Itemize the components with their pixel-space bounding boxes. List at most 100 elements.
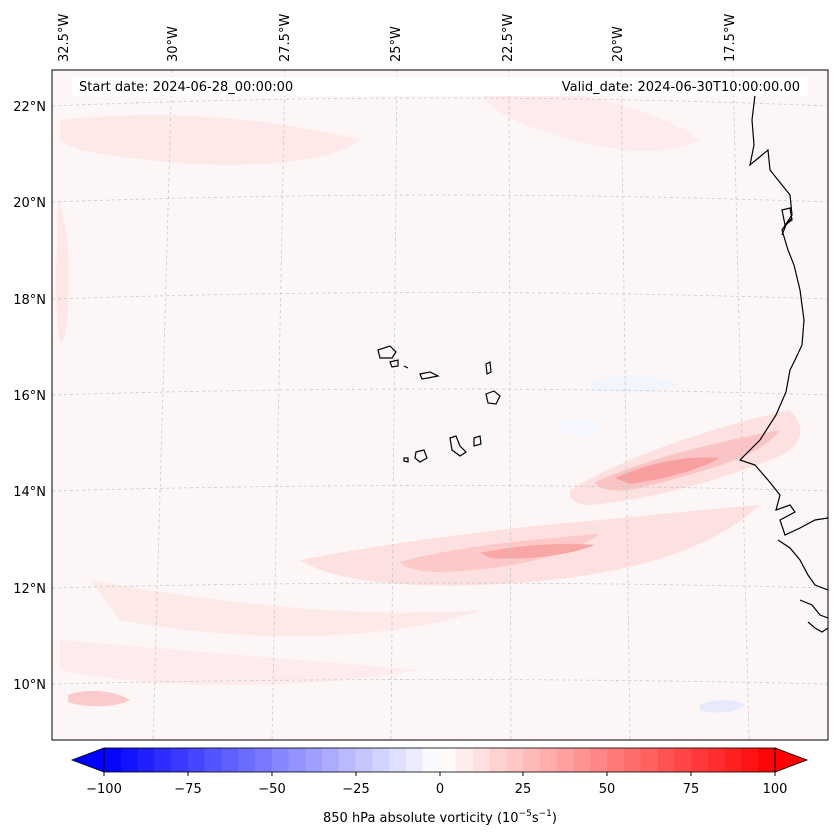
colorbar-segment bbox=[288, 748, 306, 772]
colorbar-segment bbox=[405, 748, 424, 772]
gridline-lat-16n bbox=[52, 388, 828, 396]
island-santo-antao bbox=[377, 345, 397, 359]
gridline-lon-22-5w bbox=[508, 70, 512, 740]
guinea-islets bbox=[807, 621, 828, 633]
colorbar-segment bbox=[355, 748, 374, 772]
lon-label-20w: 20°W bbox=[611, 26, 626, 62]
colorbar-segment bbox=[540, 748, 558, 772]
island-brava bbox=[403, 457, 409, 463]
lat-label-20n: 20°N bbox=[13, 196, 46, 211]
header-strip bbox=[72, 77, 808, 96]
vorticity-negative-gulf bbox=[560, 418, 605, 437]
valid-date-label: Valid_date: 2024-06-30T10:00:00.00 bbox=[562, 80, 800, 95]
coastlines bbox=[377, 94, 828, 633]
colorbar-segment bbox=[221, 748, 239, 772]
colorbar-segment bbox=[271, 748, 290, 772]
colorbar-segment bbox=[489, 748, 508, 772]
colorbar-segment bbox=[104, 748, 122, 772]
start-date-label: Start date: 2024-06-28_00:00:00 bbox=[79, 80, 293, 95]
vorticity-streak-12n-core bbox=[480, 543, 595, 559]
lat-label-10n: 10°N bbox=[13, 678, 46, 693]
latitude-labels: 22°N 20°N 18°N 16°N 14°N 12°N 10°N bbox=[13, 100, 46, 693]
colorbar-min-extend bbox=[70, 747, 105, 773]
colorbar-segment bbox=[204, 748, 223, 772]
gridline-lon-27-5w bbox=[271, 70, 286, 740]
colorbar-segment bbox=[187, 748, 206, 772]
gridline-lat-22n bbox=[52, 97, 828, 107]
vorticity-north-band bbox=[60, 115, 360, 165]
vorticity-south-band bbox=[60, 640, 420, 685]
colorbar-label: 850 hPa absolute vorticity (10−5s−1) bbox=[323, 809, 557, 826]
colorbar-segment bbox=[154, 748, 172, 772]
colorbar-tick-label: 75 bbox=[683, 782, 700, 797]
lat-label-14n: 14°N bbox=[13, 485, 46, 500]
colorbar: −100 −75 −50 −25 0 25 50 75 100 850 hPa … bbox=[70, 747, 809, 826]
west-africa-coastline bbox=[738, 94, 828, 536]
vorticity-southwest-spot bbox=[68, 690, 130, 707]
island-fogo bbox=[414, 449, 428, 463]
colorbar-segment bbox=[573, 748, 592, 772]
colorbar-segment bbox=[624, 748, 642, 772]
colorbar-ticks bbox=[103, 772, 776, 776]
colorbar-segment bbox=[322, 748, 340, 772]
map-frame bbox=[51, 69, 829, 741]
colorbar-segment bbox=[456, 748, 474, 772]
lon-label-25w: 25°W bbox=[389, 26, 404, 62]
gridline-lat-20n bbox=[52, 194, 828, 203]
island-boa-vista bbox=[485, 390, 501, 405]
island-sao-nicolau bbox=[419, 371, 440, 380]
gridline-lat-14n bbox=[52, 485, 828, 492]
colorbar-label-mid: s bbox=[532, 811, 539, 826]
vorticity-negative-east bbox=[590, 375, 680, 394]
colorbar-segment bbox=[724, 748, 743, 772]
island-santiago bbox=[449, 435, 467, 457]
vorticity-streak-14n-core bbox=[615, 457, 720, 484]
colorbar-segment bbox=[640, 748, 659, 772]
colorbar-segment bbox=[741, 748, 759, 772]
dakhla-peninsula bbox=[781, 207, 793, 227]
lon-label-30w: 30°W bbox=[166, 26, 181, 62]
colorbar-segment bbox=[607, 748, 625, 772]
vorticity-field bbox=[56, 85, 801, 713]
lat-label-16n: 16°N bbox=[13, 389, 46, 404]
colorbar-segment bbox=[305, 748, 323, 772]
colorbar-tick-label: 50 bbox=[599, 782, 616, 797]
colorbar-segments bbox=[104, 748, 776, 772]
gridline-lon-30w bbox=[152, 70, 173, 740]
colorbar-tick-label: −100 bbox=[86, 782, 122, 797]
longitude-labels: 32.5°W 30°W 27.5°W 25°W 22.5°W 20°W 17.5… bbox=[57, 14, 738, 62]
colorbar-segment bbox=[691, 748, 709, 772]
gridline-lon-25w bbox=[390, 70, 398, 740]
island-sal bbox=[485, 361, 492, 375]
colorbar-segment bbox=[506, 748, 524, 772]
gridline-lat-12n bbox=[52, 582, 828, 589]
colorbar-tick-label: 100 bbox=[763, 782, 788, 797]
colorbar-max-extend bbox=[774, 747, 809, 773]
lon-label-22-5w: 22.5°W bbox=[501, 14, 516, 62]
vorticity-north-patch bbox=[480, 85, 700, 151]
island-maio bbox=[473, 435, 482, 447]
colorbar-segment bbox=[372, 748, 390, 772]
vorticity-center-south-band bbox=[90, 580, 480, 637]
lat-label-12n: 12°N bbox=[13, 582, 46, 597]
colorbar-segment bbox=[120, 748, 139, 772]
colorbar-label-main: 850 hPa absolute vorticity (10 bbox=[323, 811, 519, 826]
colorbar-segment bbox=[338, 748, 357, 772]
island-sao-vicente bbox=[389, 359, 399, 368]
island-santa-luzia bbox=[403, 365, 409, 369]
colorbar-tick-label: −75 bbox=[174, 782, 201, 797]
colorbar-tick-label: −25 bbox=[342, 782, 369, 797]
colorbar-segment bbox=[707, 748, 726, 772]
vorticity-negative-southeast bbox=[700, 699, 745, 713]
lat-label-22n: 22°N bbox=[13, 100, 46, 115]
colorbar-segment bbox=[657, 748, 675, 772]
bijagos-coast bbox=[777, 539, 828, 591]
colorbar-segment bbox=[758, 748, 776, 772]
colorbar-segment bbox=[238, 748, 256, 772]
map-background bbox=[52, 70, 828, 740]
colorbar-segment bbox=[556, 748, 575, 772]
colorbar-label-end: ) bbox=[552, 811, 557, 826]
colorbar-segment bbox=[254, 748, 273, 772]
colorbar-segment bbox=[674, 748, 692, 772]
